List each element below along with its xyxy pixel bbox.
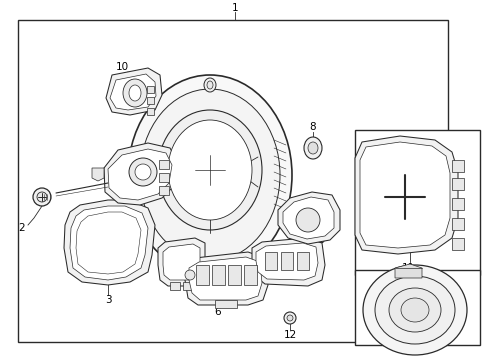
Polygon shape bbox=[108, 149, 172, 200]
Text: 4: 4 bbox=[253, 287, 259, 297]
Bar bbox=[159, 173, 169, 182]
Ellipse shape bbox=[284, 312, 296, 324]
Polygon shape bbox=[158, 238, 205, 286]
Bar bbox=[355, 270, 480, 345]
Text: 8: 8 bbox=[310, 122, 317, 132]
Polygon shape bbox=[355, 136, 458, 254]
Bar bbox=[265, 252, 277, 270]
Ellipse shape bbox=[308, 142, 318, 154]
Bar bbox=[355, 130, 480, 275]
Text: 12: 12 bbox=[283, 330, 296, 340]
Text: 7: 7 bbox=[160, 273, 166, 283]
Ellipse shape bbox=[128, 75, 292, 275]
Polygon shape bbox=[104, 143, 178, 205]
Ellipse shape bbox=[207, 81, 213, 89]
Polygon shape bbox=[106, 68, 162, 115]
Ellipse shape bbox=[129, 158, 157, 186]
Bar bbox=[452, 218, 464, 230]
Ellipse shape bbox=[135, 164, 151, 180]
Ellipse shape bbox=[129, 85, 141, 101]
Ellipse shape bbox=[37, 192, 47, 202]
Bar bbox=[170, 282, 180, 290]
Text: 11: 11 bbox=[401, 263, 415, 273]
Ellipse shape bbox=[158, 110, 262, 230]
Bar bbox=[452, 198, 464, 210]
Ellipse shape bbox=[375, 276, 455, 344]
Polygon shape bbox=[256, 243, 318, 280]
Ellipse shape bbox=[389, 288, 441, 332]
Bar bbox=[452, 238, 464, 250]
Bar bbox=[452, 160, 464, 172]
Polygon shape bbox=[360, 142, 450, 248]
Polygon shape bbox=[189, 257, 262, 300]
Text: 1: 1 bbox=[232, 3, 238, 13]
Text: 3: 3 bbox=[105, 295, 111, 305]
Bar bbox=[452, 178, 464, 190]
Bar bbox=[147, 86, 154, 93]
Text: 10: 10 bbox=[116, 62, 128, 72]
Bar bbox=[215, 300, 237, 308]
Bar bbox=[159, 160, 169, 169]
Polygon shape bbox=[185, 252, 268, 305]
Ellipse shape bbox=[304, 137, 322, 159]
Text: 5: 5 bbox=[175, 165, 181, 175]
Ellipse shape bbox=[140, 89, 280, 261]
Bar bbox=[281, 252, 293, 270]
Polygon shape bbox=[283, 197, 334, 239]
Ellipse shape bbox=[204, 78, 216, 92]
Text: 2: 2 bbox=[19, 223, 25, 233]
Bar bbox=[228, 265, 241, 285]
Ellipse shape bbox=[185, 270, 195, 280]
Text: 9: 9 bbox=[318, 235, 325, 245]
Ellipse shape bbox=[296, 208, 320, 232]
Bar bbox=[212, 265, 225, 285]
Polygon shape bbox=[252, 238, 325, 286]
Bar bbox=[147, 97, 154, 104]
Polygon shape bbox=[76, 212, 141, 274]
Bar bbox=[159, 186, 169, 195]
Polygon shape bbox=[64, 200, 155, 285]
Bar bbox=[196, 265, 209, 285]
Polygon shape bbox=[70, 206, 148, 280]
Polygon shape bbox=[278, 192, 340, 244]
Ellipse shape bbox=[287, 315, 293, 321]
Bar bbox=[297, 252, 309, 270]
Text: 6: 6 bbox=[215, 307, 221, 317]
Polygon shape bbox=[110, 74, 156, 110]
Bar bbox=[244, 265, 257, 285]
Ellipse shape bbox=[168, 120, 252, 220]
Polygon shape bbox=[163, 244, 200, 280]
Ellipse shape bbox=[401, 298, 429, 322]
Bar bbox=[18, 20, 448, 342]
Ellipse shape bbox=[123, 79, 147, 107]
Polygon shape bbox=[395, 264, 422, 278]
Ellipse shape bbox=[363, 265, 467, 355]
Bar bbox=[183, 282, 193, 290]
Ellipse shape bbox=[33, 188, 51, 206]
Bar bbox=[147, 108, 154, 115]
Polygon shape bbox=[92, 168, 104, 181]
